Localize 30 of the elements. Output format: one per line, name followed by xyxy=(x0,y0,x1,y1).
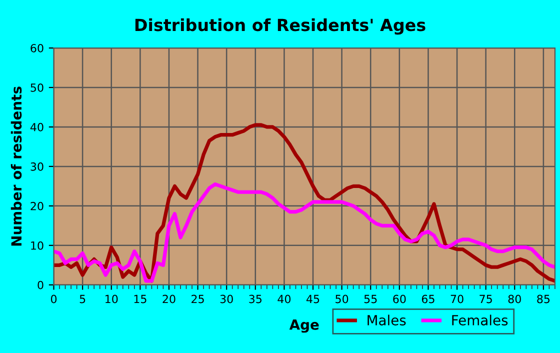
y-axis-title: Number of residents xyxy=(10,86,22,246)
y-tick-label: 40 xyxy=(30,122,44,132)
x-tick-label: 15 xyxy=(134,294,146,304)
x-tick-label: 30 xyxy=(220,294,233,304)
y-tick-label: 10 xyxy=(31,241,44,250)
x-tick-label: 40 xyxy=(278,294,291,304)
x-tick-label: 70 xyxy=(450,294,464,304)
x-tick-label: 80 xyxy=(508,294,521,304)
chart-title: Distribution of Residents' Ages xyxy=(135,18,426,35)
x-tick-label: 35 xyxy=(249,294,262,304)
x-axis-title: Age xyxy=(289,320,319,333)
x-tick-label: 10 xyxy=(106,294,118,304)
x-tick-label: 5 xyxy=(80,294,86,304)
x-tick-label: 65 xyxy=(422,294,434,304)
y-tick-label: 0 xyxy=(38,280,44,290)
x-tick-label: 45 xyxy=(306,294,320,304)
y-tick-label: 50 xyxy=(30,83,44,92)
legend-label: Females xyxy=(452,314,508,326)
y-tick-label: 30 xyxy=(30,162,44,171)
y-tick-label: 60 xyxy=(30,44,44,52)
x-tick-label: 25 xyxy=(192,294,204,304)
y-tick-label: 20 xyxy=(30,202,44,210)
x-tick-label: 75 xyxy=(480,294,492,304)
legend-label: Males xyxy=(368,314,406,326)
x-tick-label: 55 xyxy=(364,294,377,304)
x-tick-label: 20 xyxy=(162,294,176,304)
x-tick-label: 0 xyxy=(50,294,57,304)
x-tick-label: 60 xyxy=(393,294,406,304)
x-tick-label: 85 xyxy=(537,294,550,304)
x-tick-label: 50 xyxy=(336,294,348,304)
